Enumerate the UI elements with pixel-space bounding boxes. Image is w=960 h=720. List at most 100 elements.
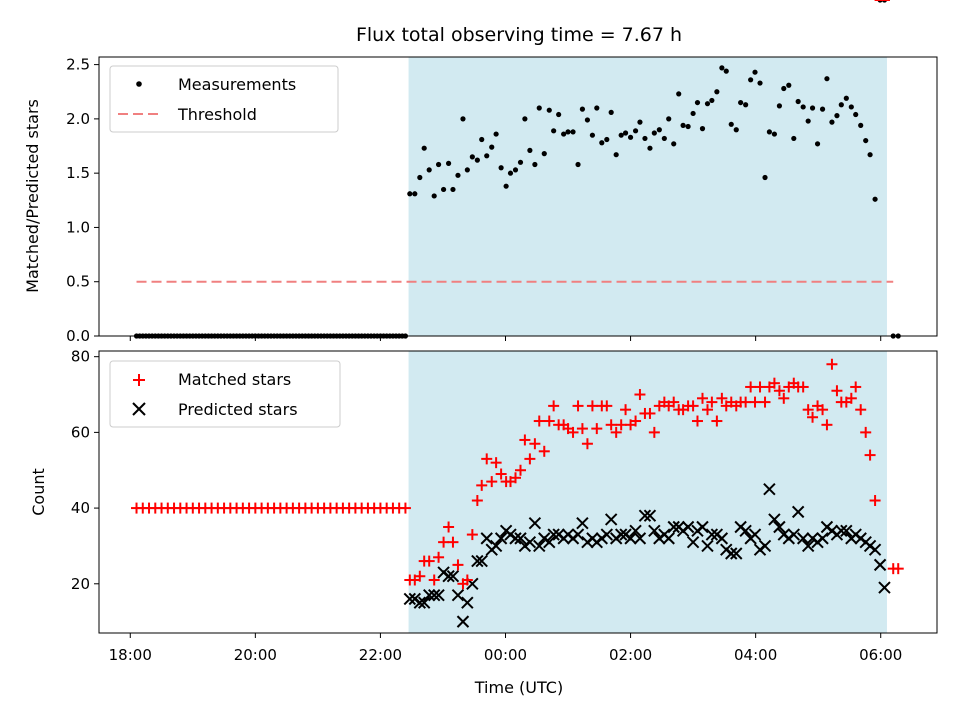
measurement-point — [512, 167, 519, 173]
x-b — [758, 539, 772, 553]
bottom-y-ticks: 20 40 60 80 — [71, 348, 99, 593]
chart-title: Flux total observing time = 7.67 h — [356, 24, 682, 46]
measurement-point — [503, 183, 509, 189]
predicted-star-point — [715, 532, 729, 545]
predicted-star-point — [696, 520, 709, 534]
measurement-point — [791, 135, 797, 142]
matched-star-point — [466, 529, 478, 541]
matched-star-point — [850, 381, 862, 393]
x-b — [801, 539, 815, 553]
matched-star-point — [423, 555, 435, 567]
predicted-star-point — [533, 539, 546, 553]
x-tick-label: 18:00 — [109, 646, 152, 664]
bottom-y-axis-label: Count — [29, 468, 48, 516]
matched-star-point — [855, 404, 867, 416]
x-b — [571, 528, 585, 541]
x-b — [600, 528, 614, 541]
matched-star-point — [860, 426, 872, 438]
matched-star-point — [452, 559, 464, 571]
predicted-star-point — [446, 570, 460, 583]
matched-star-point — [414, 570, 426, 582]
x-b — [667, 520, 680, 534]
predicted-star-point — [417, 596, 431, 609]
x-b — [686, 535, 700, 549]
x-b — [442, 570, 455, 583]
matched-star-point — [817, 404, 829, 416]
x-tick-label: 06:00 — [859, 646, 902, 664]
matched-star-point — [869, 495, 881, 507]
measurement-point — [435, 161, 442, 168]
predicted-star-point — [509, 532, 522, 545]
matched-star-point — [519, 434, 531, 446]
measurement-point — [627, 134, 634, 140]
matched-star-point — [509, 472, 521, 484]
matched-star-point — [615, 419, 627, 431]
predicted-star-point — [413, 596, 427, 609]
measurement-point — [748, 77, 754, 83]
legend-matched-stars: Matched stars — [178, 370, 291, 389]
x-tick-label: 22:00 — [359, 646, 402, 664]
bottom-legend: Matched stars Predicted stars — [109, 360, 341, 428]
matched-star-point — [696, 392, 708, 404]
predicted-star-point — [878, 581, 891, 594]
measurement-point — [814, 141, 821, 147]
x-b — [432, 588, 445, 602]
predicted-star-point — [868, 543, 882, 556]
matched-star-point — [892, 563, 904, 575]
x-b — [509, 532, 522, 545]
matched-star-point — [567, 426, 579, 438]
predicted-star-point — [403, 592, 417, 606]
x-tick-label: 04:00 — [734, 646, 777, 664]
matched-star-point — [581, 438, 593, 450]
measurement-point — [622, 130, 629, 136]
measurement-point — [819, 106, 826, 112]
y-tick-label: 80 — [71, 348, 90, 366]
top-x-ticks — [129, 336, 882, 341]
measurement-point — [455, 172, 461, 178]
matched-star-point — [610, 426, 622, 438]
x-b — [528, 517, 542, 530]
x-b — [705, 528, 719, 541]
predicted-star-point — [763, 482, 776, 496]
bottom-panel-frame — [98, 350, 938, 634]
matched-star-point — [399, 502, 411, 514]
x-b — [456, 615, 470, 628]
x-b — [422, 588, 436, 602]
measurement-point — [632, 128, 639, 134]
predicted-star-point — [480, 532, 493, 545]
matched-star-point — [529, 438, 541, 450]
legend-x-icon — [132, 402, 146, 416]
measurement-point — [522, 116, 528, 122]
matched-star-point — [759, 396, 771, 408]
legend-predicted-stars: Predicted stars — [178, 400, 298, 419]
measurement-point — [666, 116, 672, 122]
x-b — [466, 577, 479, 590]
matched-star-point — [826, 358, 838, 370]
measurement-point — [867, 152, 873, 158]
matched-star-point — [802, 404, 814, 416]
matched-star-point — [648, 426, 660, 438]
measurement-point — [805, 118, 811, 124]
measurement-point — [426, 167, 432, 173]
predicted-star-point — [624, 532, 637, 545]
matched-stars-series — [131, 0, 904, 590]
matched-star-point — [687, 400, 699, 412]
measurement-point — [575, 161, 581, 168]
measurement-point — [412, 191, 418, 197]
matched-star-point — [740, 396, 752, 408]
x-b — [475, 554, 488, 568]
matched-star-point — [515, 464, 527, 476]
matched-star-point — [831, 385, 843, 397]
measurement-point — [834, 113, 840, 119]
y-tick-label: 1.5 — [66, 164, 90, 182]
matched-star-point — [591, 423, 603, 435]
x-b — [725, 547, 738, 560]
measurement-point — [661, 135, 667, 142]
predicted-star-point — [730, 547, 743, 560]
measurement-point — [594, 105, 600, 111]
legend-measurements: Measurements — [178, 75, 296, 94]
x-tick-label: 02:00 — [609, 646, 652, 664]
measurement-point — [604, 136, 610, 143]
observing-window-bottom — [408, 351, 887, 633]
